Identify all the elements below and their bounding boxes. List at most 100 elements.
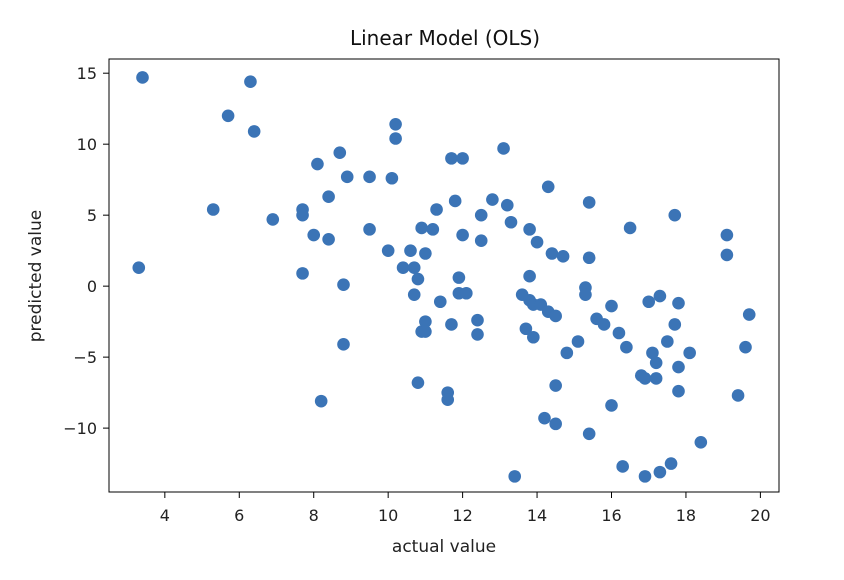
scatter-point bbox=[720, 248, 734, 262]
plot-area bbox=[109, 59, 779, 492]
scatter-point bbox=[527, 330, 540, 344]
scatter-point bbox=[206, 203, 220, 216]
y-tick-label: −10 bbox=[63, 419, 97, 438]
y-tick-label: 5 bbox=[87, 206, 97, 225]
scatter-point bbox=[333, 146, 347, 159]
scatter-point bbox=[266, 213, 280, 226]
scatter-point bbox=[419, 315, 432, 328]
scatter-point bbox=[363, 223, 376, 236]
scatter-point bbox=[616, 460, 629, 473]
x-axis-label: actual value bbox=[392, 537, 496, 557]
scatter-point bbox=[549, 309, 562, 323]
scatter-point bbox=[504, 215, 518, 229]
scatter-point bbox=[646, 346, 659, 360]
scatter-point bbox=[623, 221, 637, 235]
scatter-point bbox=[672, 384, 685, 398]
scatter-point bbox=[582, 196, 596, 209]
scatter-point bbox=[407, 261, 421, 274]
scatter-point bbox=[389, 118, 402, 131]
scatter-point bbox=[452, 271, 466, 284]
x-tick-label: 8 bbox=[309, 506, 319, 525]
y-tick-label: 15 bbox=[77, 64, 97, 83]
scatter-point bbox=[411, 376, 425, 389]
scatter-point bbox=[731, 389, 745, 402]
scatter-point bbox=[545, 247, 559, 260]
x-tick-label: 18 bbox=[676, 506, 696, 525]
y-axis-label: predicted value bbox=[26, 210, 46, 342]
scatter-point bbox=[474, 234, 488, 248]
scatter-point bbox=[385, 171, 399, 185]
scatter-point bbox=[322, 190, 335, 204]
scatter-point bbox=[638, 372, 652, 385]
scatter-point bbox=[296, 208, 309, 222]
scatter-point bbox=[337, 338, 350, 351]
scatter-point bbox=[582, 251, 596, 265]
scatter-point bbox=[653, 289, 667, 303]
scatter-point bbox=[486, 193, 499, 206]
x-tick-label: 12 bbox=[452, 506, 472, 525]
scatter-point bbox=[221, 109, 235, 123]
scatter-point bbox=[683, 346, 696, 360]
scatter-point bbox=[426, 223, 440, 236]
scatter-point bbox=[415, 221, 428, 235]
scatter-point bbox=[597, 318, 611, 331]
scatter-point bbox=[720, 228, 734, 242]
scatter-point bbox=[456, 228, 469, 242]
scatter-point bbox=[322, 233, 335, 246]
scatter-point bbox=[471, 313, 484, 327]
scatter-point bbox=[638, 470, 652, 483]
scatter-point bbox=[739, 340, 752, 354]
plot-frame bbox=[108, 58, 780, 493]
scatter-point bbox=[742, 308, 756, 321]
scatter-point bbox=[649, 356, 663, 370]
points-layer bbox=[132, 71, 756, 483]
scatter-point bbox=[497, 142, 510, 155]
scatter-point bbox=[430, 203, 443, 216]
x-tick-label: 10 bbox=[378, 506, 398, 525]
scatter-point bbox=[538, 411, 551, 425]
scatter-point bbox=[404, 244, 417, 257]
y-tick-label: 10 bbox=[77, 135, 97, 154]
x-tick-label: 6 bbox=[234, 506, 244, 525]
scatter-point bbox=[474, 208, 488, 222]
scatter-point bbox=[244, 75, 257, 89]
scatter-point bbox=[582, 427, 596, 441]
scatter-point bbox=[664, 457, 678, 470]
scatter-point bbox=[396, 261, 410, 274]
scatter-point bbox=[389, 132, 402, 145]
scatter-point bbox=[407, 288, 421, 301]
scatter-point bbox=[549, 379, 562, 392]
scatter-point bbox=[605, 299, 618, 313]
scatter-point bbox=[381, 244, 395, 257]
scatter-point bbox=[672, 296, 685, 310]
scatter-point bbox=[500, 198, 514, 212]
scatter-point bbox=[337, 278, 350, 292]
scatter-point bbox=[296, 267, 309, 280]
scatter-point bbox=[612, 326, 626, 340]
scatter-point bbox=[620, 340, 633, 354]
y-tick-label: −5 bbox=[73, 348, 97, 367]
scatter-point bbox=[556, 250, 570, 263]
x-tick-label: 16 bbox=[601, 506, 621, 525]
scatter-point bbox=[132, 261, 146, 274]
scatter-point bbox=[560, 346, 574, 360]
scatter-point bbox=[433, 295, 447, 309]
scatter-point bbox=[445, 152, 458, 165]
x-axis-ticks: 4 6 8 10 12 14 16 18 20 bbox=[160, 492, 771, 525]
y-tick-label: 0 bbox=[87, 277, 97, 296]
scatter-point bbox=[661, 335, 674, 348]
scatter-point bbox=[668, 318, 682, 331]
scatter-point bbox=[668, 208, 682, 222]
scatter-point bbox=[419, 247, 432, 260]
scatter-point bbox=[523, 223, 536, 236]
scatter-point bbox=[136, 71, 149, 84]
scatter-point bbox=[508, 470, 522, 483]
scatter-point bbox=[307, 228, 321, 242]
scatter-point bbox=[311, 157, 324, 171]
x-tick-label: 4 bbox=[160, 506, 170, 525]
scatter-point bbox=[460, 286, 473, 300]
scatter-point bbox=[363, 170, 376, 184]
scatter-point bbox=[541, 180, 555, 194]
scatter-point bbox=[523, 269, 536, 283]
